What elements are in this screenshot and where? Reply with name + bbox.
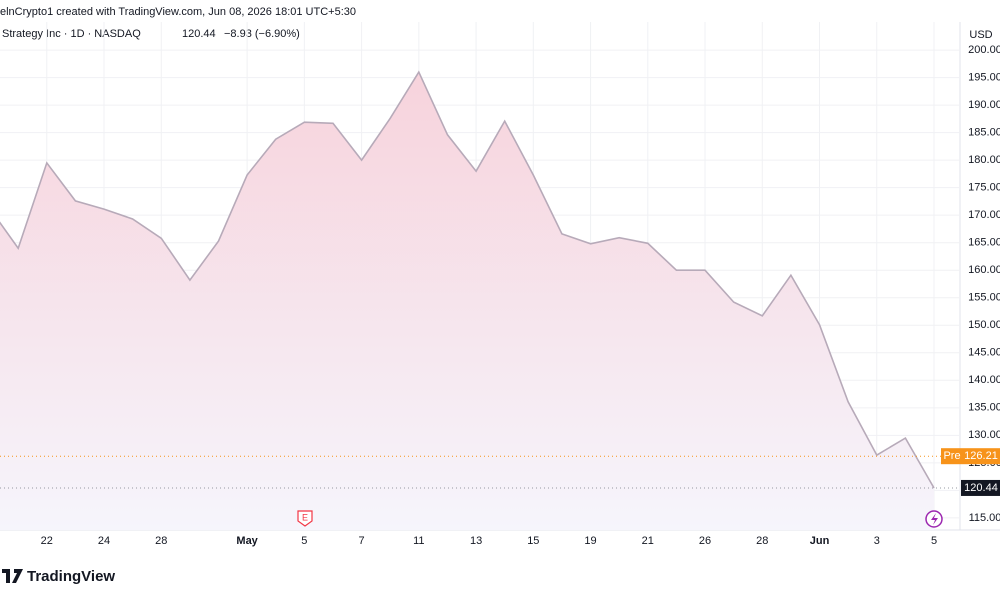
y-tick-label: 175.00 xyxy=(968,182,1000,194)
brand: TradingView xyxy=(27,568,115,585)
x-tick-label: 7 xyxy=(359,535,365,547)
y-tick-label: 200.00 xyxy=(968,44,1000,56)
x-tick-label: 26 xyxy=(699,535,711,547)
x-tick-label: Jun xyxy=(810,535,830,547)
y-tick-label: 190.00 xyxy=(968,99,1000,111)
plot xyxy=(0,22,960,530)
symbol: Strategy Inc · 1D · NASDAQ xyxy=(2,28,141,40)
pre-price-label: 126.21 xyxy=(964,450,998,462)
area xyxy=(0,72,934,530)
y-tick-label: 140.00 xyxy=(968,374,1000,386)
price-line xyxy=(0,70,935,489)
x-tick-label: 5 xyxy=(301,535,307,547)
x-tick-label: 24 xyxy=(98,535,110,547)
last-price-label: 120.44 xyxy=(964,482,998,494)
pre-tag-label: Pre xyxy=(943,450,960,462)
y-tick-label: 195.00 xyxy=(968,71,1000,83)
x-tick-label: 15 xyxy=(527,535,539,547)
x-tick-label: 19 xyxy=(584,535,596,547)
y-tick-label: 170.00 xyxy=(968,209,1000,221)
earnings-label: E xyxy=(302,512,308,522)
x-tick-label: 13 xyxy=(470,535,482,547)
y-tick-label: 165.00 xyxy=(968,237,1000,249)
y-tick-label: 155.00 xyxy=(968,292,1000,304)
x-tick-label: 28 xyxy=(155,535,167,547)
currency: USD xyxy=(969,29,992,41)
y-tick-label: 160.00 xyxy=(968,264,1000,276)
x-tick-label: 22 xyxy=(41,535,53,547)
y-tick-label: 130.00 xyxy=(968,429,1000,441)
x-tick-label: 21 xyxy=(642,535,654,547)
header: elnCrypto1 created with TradingView.com,… xyxy=(0,6,356,18)
x-tick-label: 11 xyxy=(413,535,424,547)
legend-price: 120.44 xyxy=(182,28,216,40)
pre-price-box xyxy=(963,448,1000,465)
y-tick-label: 145.00 xyxy=(968,347,1000,359)
pre-tag xyxy=(941,448,963,465)
y-tick-label: 115.00 xyxy=(969,512,1000,524)
y-tick-label: 150.00 xyxy=(968,319,1000,331)
x-tick-label: 3 xyxy=(874,535,880,547)
earnings-marker: E xyxy=(297,510,313,527)
y-tick-label: 185.00 xyxy=(968,127,1000,139)
x-tick-label: 5 xyxy=(931,535,937,547)
y-tick-label: 135.00 xyxy=(968,402,1000,414)
y-tick-label: 180.00 xyxy=(968,154,1000,166)
brand-logo: TradingView xyxy=(2,568,115,585)
legend-change: −8.93 (−6.90%) xyxy=(224,28,300,40)
x-tick-label: May xyxy=(236,535,258,547)
x-tick-label: 28 xyxy=(756,535,768,547)
last-price-box xyxy=(961,479,1000,496)
event-icon xyxy=(925,510,943,528)
